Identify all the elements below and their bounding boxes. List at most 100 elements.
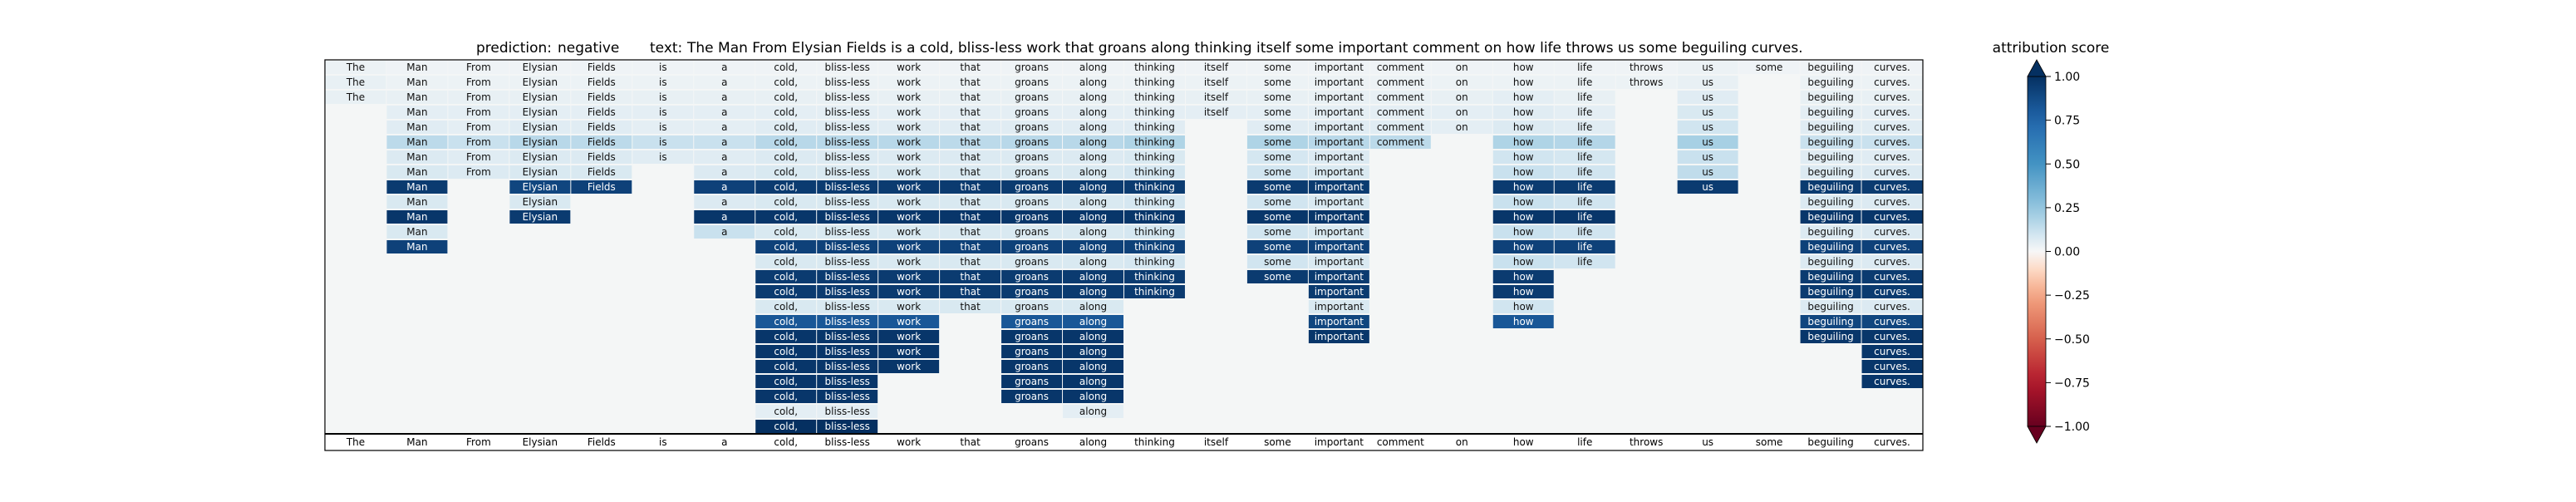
cell-token-label: on xyxy=(1456,91,1468,103)
cell-token-label: beguiling xyxy=(1807,91,1853,103)
cell-token-label: cold, xyxy=(774,91,798,103)
cell-token-label: Fields xyxy=(587,121,616,133)
reference-token: a xyxy=(721,436,727,448)
heatmap-cell xyxy=(817,300,878,313)
cell-token-label: beguiling xyxy=(1807,256,1853,268)
cell-token-label: some xyxy=(1264,76,1291,88)
heatmap-cell xyxy=(571,106,632,119)
cell-token-label: how xyxy=(1513,241,1534,253)
cell-token-label: that xyxy=(960,106,981,118)
colorbar: 1.00 0.75 0.50 0.25 0.00 −0.25 −0.50 −0.75 −1.00 xyxy=(2027,59,2090,444)
cell-token-label: thinking xyxy=(1134,62,1175,73)
cell-token-label: thinking xyxy=(1134,151,1175,163)
heatmap-cell xyxy=(1369,91,1431,104)
cell-token-label: along xyxy=(1079,406,1107,417)
heatmap-cell xyxy=(509,106,571,119)
heatmap-cell xyxy=(632,61,694,74)
heatmap-cell xyxy=(632,150,694,164)
cell-token-label: how xyxy=(1513,151,1534,163)
heatmap-cell xyxy=(1800,106,1861,119)
cell-token-label: that xyxy=(960,211,981,223)
heatmap-cell xyxy=(509,121,571,134)
cell-token-label: curves. xyxy=(1874,91,1910,103)
cell-token-label: work xyxy=(897,91,921,103)
heatmap-cell xyxy=(1861,375,1923,388)
cell-token-label: Man xyxy=(406,91,427,103)
cell-token-label: groans xyxy=(1015,62,1049,73)
heatmap-cell xyxy=(1554,180,1615,194)
heatmap-cell xyxy=(817,180,878,194)
heatmap-cell xyxy=(817,375,878,388)
heatmap-cell xyxy=(1063,135,1123,149)
heatmap-cell xyxy=(1124,240,1185,253)
heatmap-cell xyxy=(632,76,694,89)
reference-token: life xyxy=(1577,436,1592,448)
reference-token: Elysian xyxy=(523,436,558,448)
cell-token-label: along xyxy=(1079,226,1107,238)
heatmap-cell xyxy=(386,210,448,224)
heatmap-cell xyxy=(878,135,940,149)
cell-token-label: how xyxy=(1513,181,1534,193)
heatmap-cell xyxy=(755,135,817,149)
cell-token-label: work xyxy=(897,136,921,148)
heatmap-cell xyxy=(1246,225,1308,239)
cell-token-label: curves. xyxy=(1874,376,1910,387)
cell-token-label: thinking xyxy=(1134,91,1175,103)
cell-token-label: bliss-less xyxy=(825,106,870,118)
heatmap-cell xyxy=(1431,61,1492,74)
heatmap-cell xyxy=(755,360,817,373)
cell-token-label: bliss-less xyxy=(825,196,870,208)
heatmap-cell xyxy=(1124,121,1185,134)
heatmap-cell xyxy=(1677,91,1738,104)
heatmap-cell xyxy=(1431,121,1492,134)
cell-token-label: important xyxy=(1315,331,1364,342)
heatmap-cell xyxy=(940,91,1001,104)
heatmap-cell xyxy=(1861,330,1923,343)
heatmap-cell xyxy=(1124,150,1185,164)
cell-token-label: bliss-less xyxy=(825,91,870,103)
cell-token-label: important xyxy=(1315,136,1364,148)
heatmap-cell xyxy=(1492,165,1554,179)
heatmap-cell xyxy=(755,210,817,224)
cell-token-label: life xyxy=(1577,211,1592,223)
cell-token-label: along xyxy=(1079,151,1107,163)
heatmap-cell xyxy=(940,300,1001,313)
cell-token-label: bliss-less xyxy=(825,421,870,432)
heatmap-cell xyxy=(1308,285,1369,298)
heatmap-cell xyxy=(325,61,386,74)
cell-token-label: beguiling xyxy=(1807,211,1853,223)
cell-token-label: comment xyxy=(1377,76,1424,88)
heatmap-cell xyxy=(1369,121,1431,134)
heatmap-cell xyxy=(1001,106,1063,119)
cell-token-label: cold, xyxy=(774,391,798,402)
cell-token-label: curves. xyxy=(1874,346,1910,357)
cell-token-label: some xyxy=(1264,256,1291,268)
cell-token-label: From xyxy=(466,121,491,133)
heatmap-cell xyxy=(571,135,632,149)
cell-token-label: groans xyxy=(1015,166,1049,178)
cell-token-label: life xyxy=(1577,241,1592,253)
heatmap-cell xyxy=(817,61,878,74)
cell-token-label: Elysian xyxy=(523,211,558,223)
cell-token-label: how xyxy=(1513,62,1534,73)
heatmap-cell xyxy=(940,270,1001,283)
cell-token-label: The xyxy=(346,62,365,73)
cell-token-label: some xyxy=(1264,181,1291,193)
reference-token: Fields xyxy=(587,436,616,448)
cell-token-label: Elysian xyxy=(523,181,558,193)
heatmap-cell xyxy=(1063,285,1123,298)
reference-token: throws xyxy=(1630,436,1663,448)
cell-token-label: life xyxy=(1577,151,1592,163)
cell-token-label: bliss-less xyxy=(825,361,870,372)
heatmap-cell xyxy=(1492,300,1554,313)
cell-token-label: thinking xyxy=(1134,211,1175,223)
heatmap-cell xyxy=(1677,165,1738,179)
cell-token-label: on xyxy=(1456,106,1468,118)
cell-token-label: beguiling xyxy=(1807,121,1853,133)
cell-token-label: beguiling xyxy=(1807,196,1853,208)
colorbar-tick-label: −0.25 xyxy=(2054,289,2090,303)
cell-token-label: Fields xyxy=(587,166,616,178)
cell-token-label: curves. xyxy=(1874,256,1910,268)
heatmap-cell xyxy=(1063,390,1123,403)
cell-token-label: From xyxy=(466,62,491,73)
